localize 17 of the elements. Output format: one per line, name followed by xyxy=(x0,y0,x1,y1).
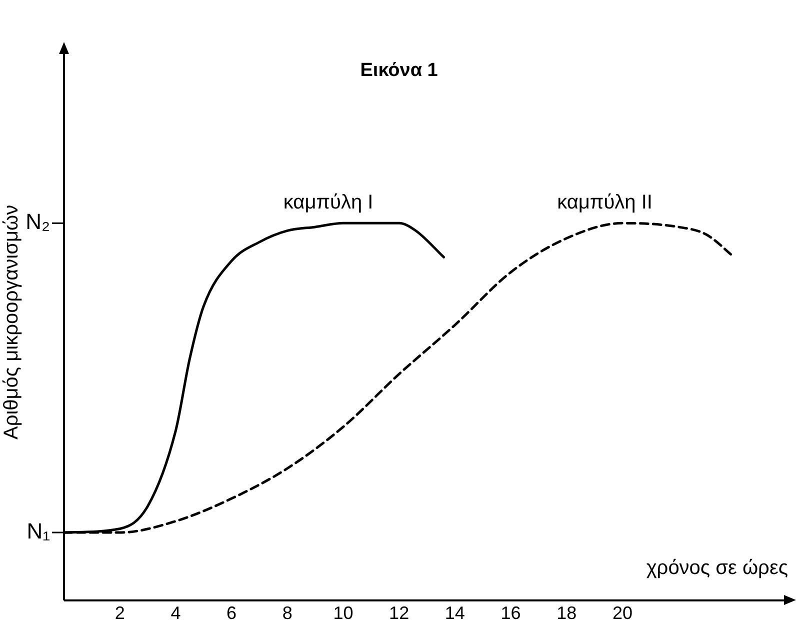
x-tick-label: 20 xyxy=(612,603,632,624)
x-tick-label: 4 xyxy=(170,603,181,624)
x-tick-label: 8 xyxy=(282,603,292,624)
x-tick-label: 10 xyxy=(333,603,354,624)
ref-line-label: N₂ xyxy=(26,209,50,234)
x-tick-label: 14 xyxy=(444,603,465,624)
chart-title: Εικόνα 1 xyxy=(360,60,438,82)
series-label: καμπύλη II xyxy=(557,192,652,214)
x-tick-label: 2 xyxy=(114,603,125,624)
series-label: καμπύλη I xyxy=(283,192,374,214)
x-tick-label: 6 xyxy=(226,603,237,624)
x-tick-label: 12 xyxy=(389,603,410,624)
x-tick-label: 16 xyxy=(500,603,521,624)
y-axis-title: Αριθμός μικροοργανισμών xyxy=(0,204,23,440)
ref-line-label: N₁ xyxy=(26,518,50,544)
x-axis-title: χρόνος σε ώρες xyxy=(646,556,788,579)
x-tick-label: 18 xyxy=(556,603,577,624)
